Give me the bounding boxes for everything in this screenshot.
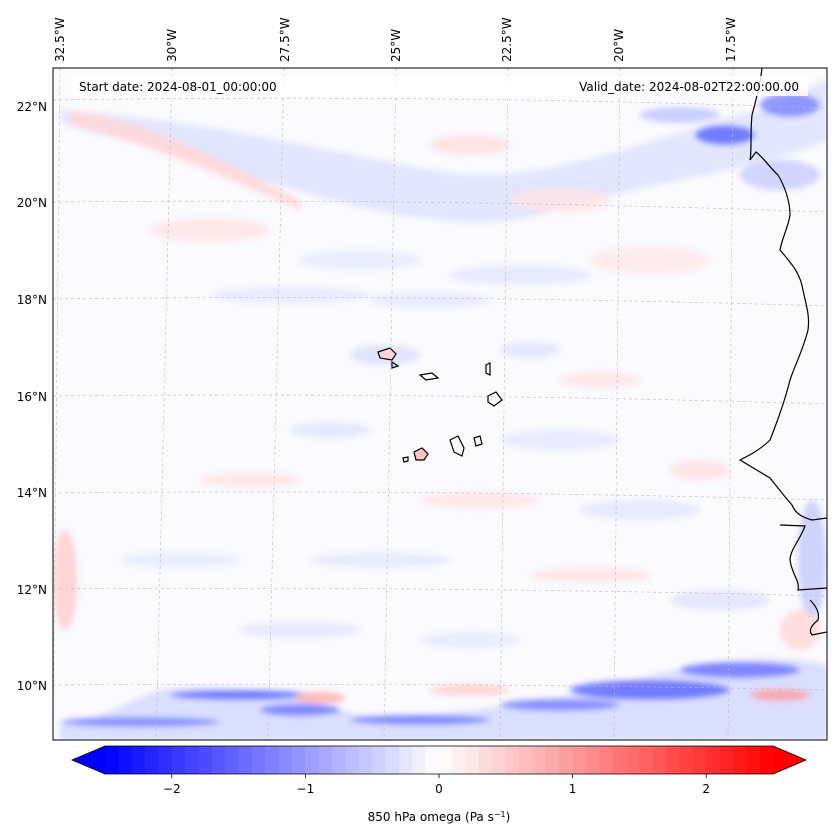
lat-tick-label: 16°N (17, 390, 47, 404)
colorbar-cell (425, 746, 440, 774)
lat-tick-labels: 22°N 20°N 18°N 16°N 14°N 12°N 10°N (17, 100, 47, 693)
colorbar: −2 −1 0 1 2 850 hPa omega (Pa s−1) (70, 745, 808, 825)
colorbar-cell (145, 746, 160, 774)
header-box (72, 76, 808, 96)
lat-tick-label: 22°N (17, 100, 47, 114)
colorbar-cell (719, 746, 734, 774)
colorbar-cell (265, 746, 280, 774)
colorbar-cell (559, 746, 574, 774)
colorbar-cell (332, 746, 347, 774)
colorbar-cell (131, 746, 146, 774)
colorbar-cell (398, 746, 413, 774)
lon-tick-label: 25°W (389, 29, 403, 62)
lon-tick-label: 22.5°W (500, 17, 514, 62)
colorbar-cell (439, 746, 453, 774)
colorbar-cell (412, 746, 427, 774)
colorbar-extend-max (773, 746, 806, 774)
colorbar-cell (292, 746, 306, 774)
colorbar-cell (305, 746, 320, 774)
colorbar-cell (692, 746, 707, 774)
colorbar-cell (251, 746, 266, 774)
start-date-label: Start date: 2024-08-01_00:00:00 (79, 80, 277, 94)
colorbar-cell (479, 746, 494, 774)
colorbar-cell (585, 746, 600, 774)
colorbar-cell (225, 746, 240, 774)
map-frame (52, 67, 828, 741)
colorbar-cell (318, 746, 333, 774)
gridlines (53, 68, 827, 740)
colorbar-cell (706, 746, 721, 774)
lon-tick-label: 32.5°W (53, 17, 67, 62)
colorbar-tick-label: −2 (163, 782, 181, 796)
colorbar-tick-label: 1 (569, 782, 577, 796)
colorbar-outline (70, 745, 808, 775)
lat-tick-label: 18°N (17, 293, 47, 307)
colorbar-cell (612, 746, 627, 774)
colorbar-cell (652, 746, 667, 774)
colorbar-cell (372, 746, 387, 774)
colorbar-cells (72, 746, 806, 774)
colorbar-cell (519, 746, 534, 774)
lat-tick-label: 14°N (17, 486, 47, 500)
colorbar-cell (505, 746, 520, 774)
colorbar-tick-label: 2 (702, 782, 710, 796)
lon-tick-labels: 32.5°W 30°W 27.5°W 25°W 22.5°W 20°W 17.5… (53, 17, 738, 62)
lat-tick-label: 12°N (17, 583, 47, 597)
colorbar-cell (452, 746, 467, 774)
colorbar-cell (118, 746, 133, 774)
coastline (377, 68, 827, 636)
colorbar-cell (358, 746, 373, 774)
colorbar-cell (198, 746, 213, 774)
valid-date-label: Valid_date: 2024-08-02T22:00:00.00 (579, 80, 799, 94)
colorbar-cell (759, 746, 774, 774)
colorbar-cell (385, 746, 400, 774)
colorbar-extend-min (72, 746, 105, 774)
colorbar-cell (465, 746, 480, 774)
colorbar-tick-label: 0 (435, 782, 443, 796)
colorbar-cell (545, 746, 560, 774)
colorbar-cell (572, 746, 587, 774)
colorbar-cell (185, 746, 200, 774)
colorbar-tick-label: −1 (297, 782, 315, 796)
colorbar-cell (679, 746, 694, 774)
omega-field (53, 68, 827, 740)
colorbar-cell (626, 746, 640, 774)
colorbar-label: 850 hPa omega (Pa s−1) (368, 810, 511, 825)
lon-tick-label: 30°W (165, 29, 179, 62)
colorbar-cell (211, 746, 226, 774)
colorbar-ticks: −2 −1 0 1 2 (163, 774, 710, 796)
colorbar-cell (532, 746, 547, 774)
colorbar-cell (278, 746, 293, 774)
colorbar-cell (639, 746, 654, 774)
colorbar-cell (666, 746, 681, 774)
lon-tick-label: 17.5°W (724, 17, 738, 62)
lon-tick-label: 27.5°W (278, 17, 292, 62)
lat-tick-label: 20°N (17, 196, 47, 210)
colorbar-cell (105, 746, 119, 774)
colorbar-cell (492, 746, 507, 774)
colorbar-cell (732, 746, 747, 774)
colorbar-cell (746, 746, 761, 774)
lat-tick-label: 10°N (17, 679, 47, 693)
colorbar-cell (238, 746, 253, 774)
colorbar-cell (171, 746, 186, 774)
colorbar-cell (599, 746, 614, 774)
colorbar-cell (345, 746, 360, 774)
lon-tick-label: 20°W (612, 29, 626, 62)
colorbar-cell (158, 746, 173, 774)
